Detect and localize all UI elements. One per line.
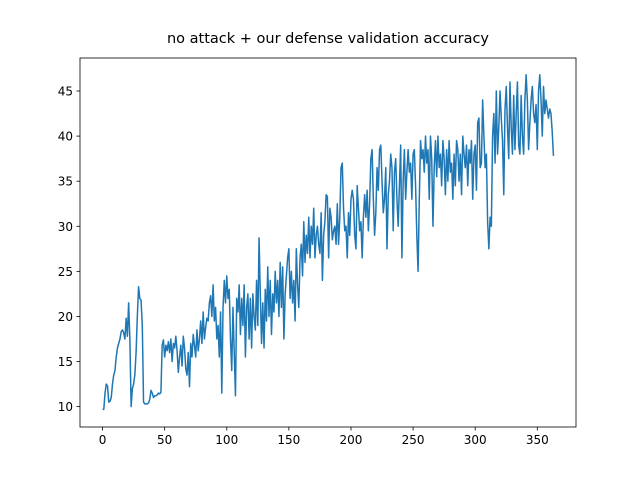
x-tick-label: 250 xyxy=(402,433,425,447)
y-tick-label: 40 xyxy=(58,130,73,144)
chart-title: no attack + our defense validation accur… xyxy=(167,31,489,47)
x-tick-label: 100 xyxy=(215,433,238,447)
y-tick-label: 20 xyxy=(58,310,73,324)
y-tick-label: 30 xyxy=(58,220,73,234)
x-tick-label: 150 xyxy=(277,433,300,447)
x-tick-label: 0 xyxy=(99,433,107,447)
plot-frame xyxy=(79,57,577,428)
y-tick-label: 15 xyxy=(58,355,73,369)
x-tick-label: 50 xyxy=(157,433,172,447)
x-tick-label: 300 xyxy=(464,433,487,447)
data-line xyxy=(102,74,555,411)
y-tick-label: 10 xyxy=(58,400,73,414)
y-tick-label: 35 xyxy=(58,175,73,189)
y-tick-label: 45 xyxy=(58,85,73,99)
x-tick-label: 200 xyxy=(340,433,363,447)
y-tick-label: 25 xyxy=(58,265,73,279)
x-tick-label: 350 xyxy=(526,433,549,447)
